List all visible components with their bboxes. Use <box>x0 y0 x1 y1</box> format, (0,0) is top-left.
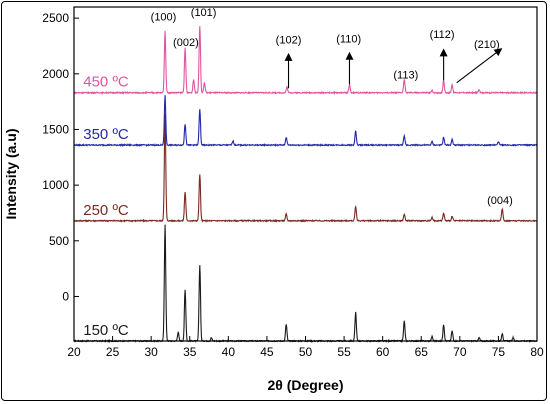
x-tick-label: 70 <box>453 345 467 359</box>
x-tick-label: 75 <box>492 345 506 359</box>
series-line <box>73 26 538 96</box>
x-tick-label: 50 <box>299 345 313 359</box>
miller-index-label: (101) <box>191 7 217 19</box>
y-axis-title: Intensity (a.u) <box>3 128 19 219</box>
x-tick-label: 55 <box>337 345 351 359</box>
series-line <box>73 224 537 343</box>
annotation-arrow <box>456 48 503 84</box>
x-tick-label: 80 <box>530 345 544 359</box>
x-tick-label: 65 <box>415 345 429 359</box>
miller-index-label: (110) <box>336 34 361 46</box>
miller-index-label: (112) <box>430 29 455 41</box>
series-line <box>73 113 538 223</box>
series-line <box>73 95 538 148</box>
x-axis-title: 2θ (Degree) <box>267 377 343 393</box>
plot-area <box>73 6 538 342</box>
x-tick-label: 35 <box>183 345 197 359</box>
miller-index-label: (102) <box>276 35 302 47</box>
y-tick-label: 1500 <box>42 122 69 136</box>
miller-index-label: (002) <box>173 37 199 49</box>
miller-index-label: (004) <box>487 195 513 207</box>
miller-index-label: (113) <box>393 69 418 81</box>
y-tick-label: 500 <box>49 234 69 248</box>
y-tick-label: 0 <box>62 289 69 303</box>
x-tick-label: 45 <box>260 345 274 359</box>
y-tick-label: 2000 <box>42 67 69 81</box>
x-tick-label: 40 <box>222 345 236 359</box>
series-label: 450 ºC <box>83 74 129 91</box>
miller-index-label: (210) <box>474 39 500 51</box>
x-tick-label: 25 <box>106 345 120 359</box>
series-label: 250 ºC <box>83 202 129 219</box>
x-tick-label: 60 <box>376 345 390 359</box>
series-label: 150 ºC <box>83 322 129 339</box>
series-label: 350 ºC <box>83 126 129 143</box>
x-tick-label: 20 <box>67 345 81 359</box>
x-tick-label: 30 <box>144 345 158 359</box>
y-tick-label: 1000 <box>42 178 69 192</box>
miller-index-label: (100) <box>151 11 177 23</box>
y-tick-label: 2500 <box>42 11 69 25</box>
